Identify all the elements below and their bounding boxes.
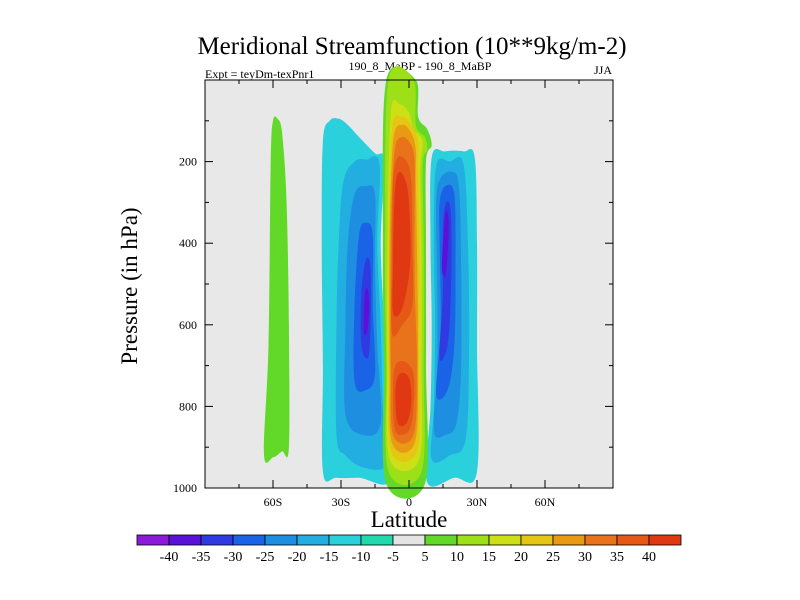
colorbar-swatch	[264, 534, 298, 546]
colorbar-swatch	[232, 534, 266, 546]
y-tick-label: 800	[179, 399, 197, 413]
colorbar: -40 -35 -30 -25 -20 -15 -10 -5 5 10 15 20 25 30 35 40	[136, 534, 682, 565]
experiment-label: Expt = teyDm-texPnr1	[205, 67, 314, 81]
x-tick-label: 60S	[264, 495, 283, 509]
colorbar-swatch	[392, 534, 426, 546]
colorbar-label: 10	[450, 550, 464, 565]
colorbar-label: -20	[288, 550, 307, 565]
contour-fills	[263, 66, 479, 499]
colorbar-swatch	[424, 534, 458, 546]
colorbar-label: 5	[422, 550, 429, 565]
colorbar-swatch	[136, 534, 170, 546]
colorbar-swatch	[456, 534, 490, 546]
colorbar-swatch	[200, 534, 234, 546]
y-tick-label: 1000	[173, 481, 197, 495]
contour-sh-cell-m30	[363, 287, 370, 336]
colorbar-label: 15	[482, 550, 496, 565]
contour-nh-cell-m30	[441, 210, 449, 277]
chart-title: Meridional Streamfunction (10**9kg/m-2)	[197, 33, 626, 60]
colorbar-swatch	[360, 534, 394, 546]
colorbar-label: -15	[320, 550, 339, 565]
contour-eq-cell-40-lower	[395, 372, 412, 427]
y-tick-label: 600	[179, 318, 197, 332]
x-tick-label: 30S	[332, 495, 351, 509]
colorbar-label: 35	[610, 550, 624, 565]
x-axis-title: Latitude	[371, 507, 448, 532]
colorbar-label: 25	[546, 550, 560, 565]
colorbar-label: -5	[387, 550, 399, 565]
contour-sh-weak-cell	[263, 116, 290, 463]
colorbar-swatch	[296, 534, 330, 546]
colorbar-label: -35	[192, 550, 211, 565]
colorbar-swatch	[520, 534, 554, 546]
colorbar-label: -10	[352, 550, 371, 565]
x-tick-label: 60N	[535, 495, 556, 509]
colorbar-swatch	[616, 534, 650, 546]
y-axis-title: Pressure (in hPa)	[117, 207, 142, 364]
colorbar-label: 40	[642, 550, 656, 565]
x-tick-label: 30N	[467, 495, 488, 509]
colorbar-swatch	[328, 534, 362, 546]
colorbar-swatch	[552, 534, 586, 546]
colorbar-label: 20	[514, 550, 528, 565]
colorbar-label: 30	[578, 550, 592, 565]
x-tick-label: 0	[406, 495, 412, 509]
plot-area: 60S 30S 0 30N 60N 200 400 600 800 1000	[173, 66, 614, 509]
colorbar-swatch	[168, 534, 202, 546]
season-label: JJA	[594, 63, 612, 77]
colorbar-label: -30	[224, 550, 243, 565]
axis-ticks: 60S 30S 0 30N 60N 200 400 600 800 1000	[173, 80, 613, 509]
y-tick-label: 400	[179, 236, 197, 250]
colorbar-swatch	[584, 534, 618, 546]
run-comparison-label: 190_8_MaBP - 190_8_MaBP	[349, 59, 492, 73]
colorbar-swatch	[488, 534, 522, 546]
colorbar-label: -25	[256, 550, 275, 565]
colorbar-swatch	[648, 534, 682, 546]
contour-nh-cell-m25	[439, 201, 452, 361]
y-tick-label: 200	[179, 155, 197, 169]
colorbar-label: -40	[160, 550, 179, 565]
contour-eq-cell-40-upper	[392, 172, 411, 317]
